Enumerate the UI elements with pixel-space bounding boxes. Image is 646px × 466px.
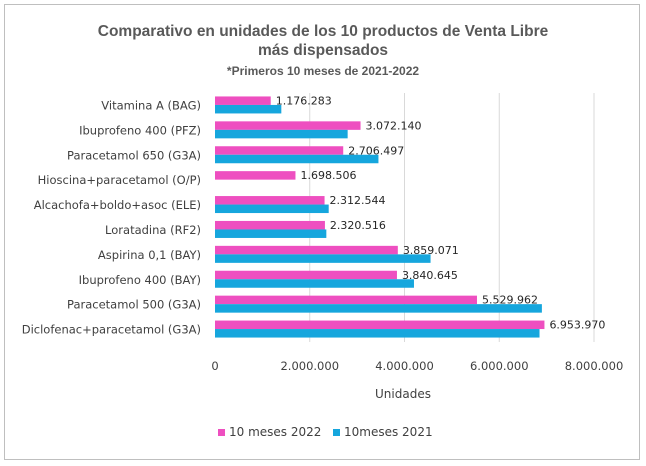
data-label: 2.706.497 [348,144,404,157]
bars [215,96,545,338]
x-tick-labels: 0 2.000.000 4.000.000 6.000.000 8.000.000 [211,359,623,373]
bar-2022 [215,96,271,105]
category-label: Alcachofa+boldo+asoc (ELE) [34,198,201,212]
x-tick-label: 8.000.000 [565,359,624,373]
category-label: Loratadina (RF2) [105,223,201,237]
category-labels: Vitamina A (BAG) Ibuprofeno 400 (PFZ) Para… [22,98,201,336]
chart-subtitle: *Primeros 10 meses de 2021-2022 [227,64,419,78]
legend-label: 10meses 2021 [344,425,433,439]
data-label: 1.698.506 [300,169,356,182]
legend-swatch [218,429,225,436]
category-label: Diclofenac+paracetamol (G3A) [22,323,201,337]
bar-2022 [215,220,325,230]
chart-title: Comparativo en unidades de los 10 produc… [98,23,549,40]
x-axis-title: Unidades [375,387,431,401]
legend-label: 10 meses 2022 [229,425,321,439]
data-label: 3.072.140 [366,119,422,132]
data-label: 5.529.962 [482,294,538,307]
bar-2021 [215,279,414,288]
bar-2022 [215,146,344,155]
data-label: 3.840.645 [402,269,458,282]
legend-swatch [333,429,340,436]
data-label: 2.312.544 [330,194,386,207]
bar-2022 [215,270,397,280]
bar-2022 [215,171,296,180]
legend: 10 meses 2022 10meses 2021 [218,425,433,439]
data-label: 1.176.283 [276,94,332,107]
category-label: Aspirina 0,1 (BAY) [98,248,201,262]
category-label: Paracetamol 650 (G3A) [67,148,201,162]
data-label: 2.320.516 [330,219,386,232]
bar-2021 [215,254,431,263]
data-labels: 1.176.283 3.072.140 2.706.497 1.698.506 2.31… [276,94,606,331]
bar-2021 [215,304,542,313]
category-label: Ibuprofeno 400 (BAY) [79,273,201,287]
bar-2021 [215,204,329,214]
chart-title-line2: más dispensados [258,42,388,59]
bar-2022 [215,121,361,130]
bar-2021 [215,129,348,139]
data-label: 3.859.071 [403,244,459,257]
x-tick-label: 0 [211,359,218,373]
bar-2022 [215,245,398,255]
bar-2021 [215,104,282,114]
bar-2021 [215,329,540,338]
bar-2022 [215,320,545,330]
data-label: 6.953.970 [549,319,605,332]
x-tick-label: 6.000.000 [470,359,529,373]
x-tick-label: 4.000.000 [375,359,434,373]
category-label: Vitamina A (BAG) [101,98,201,112]
category-label: Ibuprofeno 400 (PFZ) [79,123,201,137]
bar-2022 [215,295,477,305]
category-label: Paracetamol 500 (G3A) [67,298,201,312]
x-tick-label: 2.000.000 [280,359,339,373]
bar-2021 [215,229,327,238]
category-label: Hioscina+paracetamol (O/P) [38,173,201,187]
bar-2022 [215,196,325,205]
bar-2021 [215,154,379,164]
